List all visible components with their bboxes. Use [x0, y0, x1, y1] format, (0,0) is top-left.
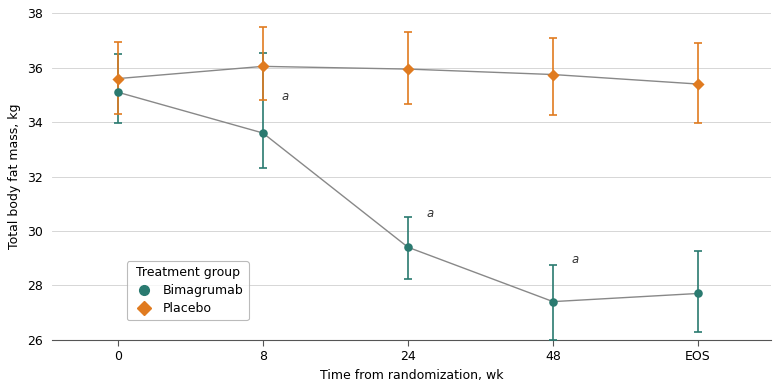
Point [547, 298, 559, 305]
Point [547, 71, 559, 78]
Point [256, 63, 269, 69]
Point [402, 66, 414, 72]
Y-axis label: Total body fat mass, kg: Total body fat mass, kg [9, 104, 21, 249]
Text: a: a [572, 253, 579, 266]
Legend: Bimagrumab, Placebo: Bimagrumab, Placebo [127, 261, 249, 321]
Point [402, 244, 414, 250]
Text: a: a [282, 90, 289, 103]
Point [692, 290, 704, 296]
Point [256, 130, 269, 136]
Point [692, 81, 704, 87]
Point [111, 89, 124, 95]
X-axis label: Time from randomization, wk: Time from randomization, wk [320, 369, 503, 382]
Point [111, 76, 124, 82]
Text: a: a [427, 207, 434, 220]
